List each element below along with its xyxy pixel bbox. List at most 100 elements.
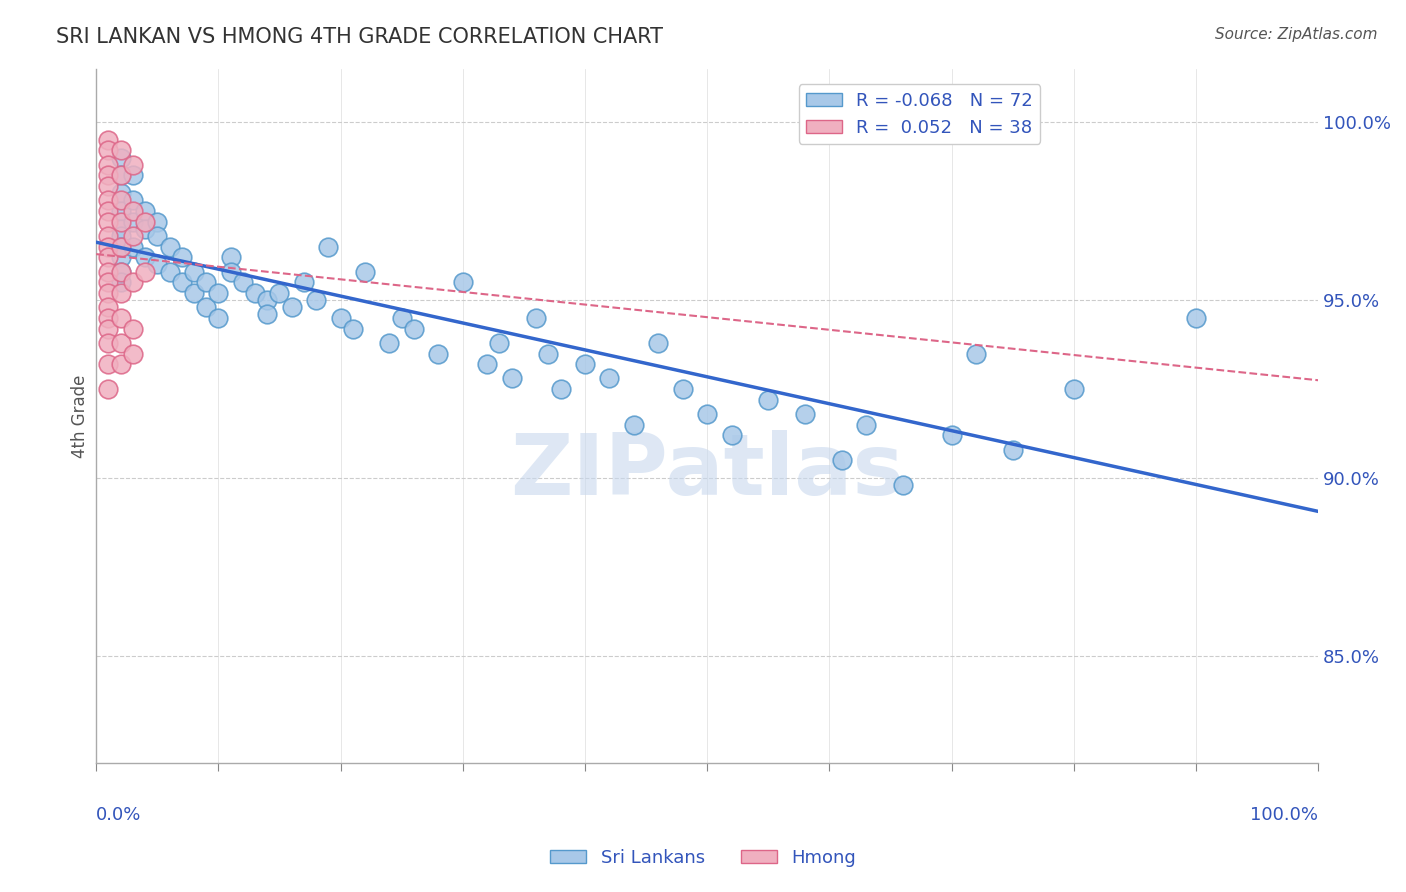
Point xyxy=(550,382,572,396)
Point xyxy=(318,240,340,254)
Point xyxy=(342,321,364,335)
Point xyxy=(134,264,156,278)
Text: ZIPatlas: ZIPatlas xyxy=(510,430,904,513)
Point xyxy=(280,300,302,314)
Point xyxy=(97,321,120,335)
Point xyxy=(121,158,143,172)
Point xyxy=(378,335,401,350)
Point xyxy=(110,144,132,158)
Point xyxy=(720,428,742,442)
Point xyxy=(269,285,291,300)
Point xyxy=(537,346,560,360)
Point xyxy=(207,310,229,325)
Point xyxy=(183,285,205,300)
Point xyxy=(97,300,120,314)
Point xyxy=(305,293,328,307)
Point xyxy=(170,250,193,264)
Point xyxy=(121,204,143,219)
Point xyxy=(488,335,510,350)
Point xyxy=(391,310,413,325)
Point xyxy=(110,264,132,278)
Point xyxy=(110,357,132,371)
Point xyxy=(146,215,169,229)
Text: 100.0%: 100.0% xyxy=(1250,806,1319,824)
Point xyxy=(97,194,120,208)
Point xyxy=(110,264,132,278)
Point xyxy=(941,428,963,442)
Point xyxy=(1063,382,1085,396)
Point xyxy=(134,250,156,264)
Point xyxy=(696,407,718,421)
Point xyxy=(97,169,120,183)
Point xyxy=(97,204,120,219)
Point xyxy=(97,275,120,289)
Point xyxy=(831,453,853,467)
Text: Source: ZipAtlas.com: Source: ZipAtlas.com xyxy=(1215,27,1378,42)
Point xyxy=(110,250,132,264)
Point xyxy=(110,240,132,254)
Point xyxy=(97,229,120,244)
Point xyxy=(219,250,242,264)
Point xyxy=(574,357,596,371)
Point xyxy=(97,357,120,371)
Point xyxy=(97,240,120,254)
Point xyxy=(121,215,143,229)
Point xyxy=(110,204,132,219)
Point xyxy=(110,310,132,325)
Point xyxy=(207,285,229,300)
Point xyxy=(97,144,120,158)
Point xyxy=(121,229,143,244)
Point xyxy=(891,478,914,492)
Point xyxy=(598,371,620,385)
Point xyxy=(354,264,377,278)
Point xyxy=(110,285,132,300)
Legend: R = -0.068   N = 72, R =  0.052   N = 38: R = -0.068 N = 72, R = 0.052 N = 38 xyxy=(799,85,1040,144)
Point xyxy=(97,335,120,350)
Point xyxy=(110,335,132,350)
Point xyxy=(451,275,474,289)
Point xyxy=(97,179,120,194)
Point xyxy=(965,346,987,360)
Point xyxy=(110,194,132,208)
Point xyxy=(110,240,132,254)
Point xyxy=(110,169,132,183)
Point xyxy=(756,392,779,407)
Point xyxy=(501,371,523,385)
Point xyxy=(292,275,315,289)
Point xyxy=(110,151,132,165)
Point xyxy=(672,382,695,396)
Point xyxy=(97,158,120,172)
Point xyxy=(110,229,132,244)
Point xyxy=(195,300,218,314)
Point xyxy=(329,310,352,325)
Point xyxy=(855,417,877,432)
Point xyxy=(97,264,120,278)
Point xyxy=(134,204,156,219)
Point xyxy=(110,275,132,289)
Point xyxy=(524,310,547,325)
Text: SRI LANKAN VS HMONG 4TH GRADE CORRELATION CHART: SRI LANKAN VS HMONG 4TH GRADE CORRELATIO… xyxy=(56,27,664,46)
Point xyxy=(477,357,499,371)
Point xyxy=(159,240,181,254)
Point xyxy=(170,275,193,289)
Point xyxy=(256,307,278,321)
Point xyxy=(97,382,120,396)
Point xyxy=(134,215,156,229)
Point xyxy=(219,264,242,278)
Point xyxy=(110,215,132,229)
Point xyxy=(1185,310,1208,325)
Point xyxy=(97,250,120,264)
Point xyxy=(97,285,120,300)
Point xyxy=(121,275,143,289)
Text: 0.0%: 0.0% xyxy=(96,806,142,824)
Point xyxy=(159,264,181,278)
Point xyxy=(1001,442,1024,457)
Point xyxy=(232,275,254,289)
Point xyxy=(121,240,143,254)
Point xyxy=(146,229,169,244)
Point xyxy=(110,169,132,183)
Point xyxy=(256,293,278,307)
Point xyxy=(183,264,205,278)
Point xyxy=(427,346,450,360)
Point xyxy=(793,407,815,421)
